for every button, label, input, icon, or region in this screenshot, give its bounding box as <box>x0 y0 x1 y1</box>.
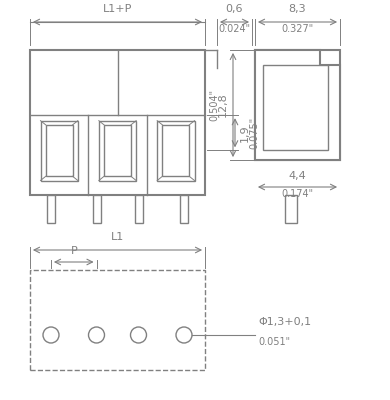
Bar <box>30 270 205 370</box>
Bar <box>92 195 101 223</box>
Bar <box>157 121 195 180</box>
Bar <box>255 50 340 160</box>
Bar <box>135 195 142 223</box>
Bar <box>47 195 55 223</box>
Circle shape <box>89 327 105 343</box>
Circle shape <box>131 327 147 343</box>
Text: 0.075": 0.075" <box>249 117 259 149</box>
Text: Φ1,3+0,1: Φ1,3+0,1 <box>258 317 311 327</box>
Text: 0.051": 0.051" <box>258 337 290 347</box>
Bar <box>180 195 188 223</box>
Text: 1,9: 1,9 <box>240 124 250 142</box>
Text: P: P <box>70 246 77 256</box>
Bar <box>41 121 78 180</box>
Text: 0.327": 0.327" <box>281 24 314 34</box>
Circle shape <box>43 327 59 343</box>
Text: 8,3: 8,3 <box>289 4 306 14</box>
Bar <box>285 195 297 223</box>
Bar <box>263 65 328 150</box>
Text: 0.504": 0.504" <box>209 89 219 121</box>
Text: 0.174": 0.174" <box>282 189 314 199</box>
Bar <box>104 125 131 176</box>
Text: 0.024": 0.024" <box>218 24 250 34</box>
Text: 4,4: 4,4 <box>289 171 307 181</box>
Text: 0,6: 0,6 <box>226 4 243 14</box>
Bar <box>162 125 189 176</box>
Bar <box>46 125 73 176</box>
Text: 12,8: 12,8 <box>218 93 228 117</box>
Text: L1: L1 <box>111 232 124 242</box>
Text: L1+P: L1+P <box>103 4 132 14</box>
Circle shape <box>176 327 192 343</box>
Polygon shape <box>255 50 340 160</box>
Bar <box>30 50 205 195</box>
Bar <box>99 121 136 180</box>
